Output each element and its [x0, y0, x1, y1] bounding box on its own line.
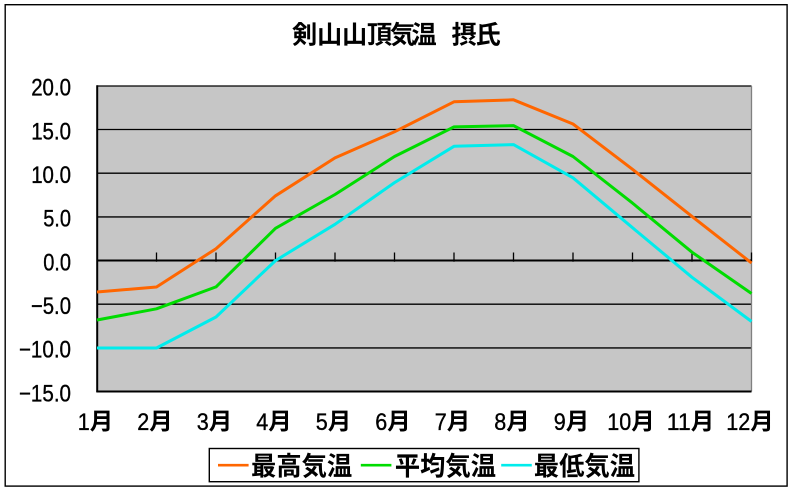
- svg-text:15.0: 15.0: [31, 118, 71, 145]
- svg-text:11: 11: [667, 409, 691, 436]
- svg-text:1: 1: [78, 409, 90, 436]
- svg-text:10: 10: [607, 409, 631, 436]
- svg-text:8: 8: [494, 409, 506, 436]
- svg-text:12: 12: [726, 409, 750, 436]
- svg-text:5: 5: [316, 409, 328, 436]
- svg-text:10.0: 10.0: [31, 162, 71, 189]
- svg-text:2: 2: [137, 409, 149, 436]
- svg-text:20.0: 20.0: [31, 75, 71, 102]
- svg-text:5.0: 5.0: [43, 206, 71, 233]
- svg-text:9: 9: [554, 409, 566, 436]
- svg-text:−10.0: −10.0: [19, 337, 71, 364]
- svg-text:0.0: 0.0: [43, 249, 71, 276]
- svg-text:6: 6: [375, 409, 387, 436]
- svg-text:3: 3: [197, 409, 209, 436]
- svg-text:4: 4: [256, 409, 268, 436]
- svg-text:−15.0: −15.0: [19, 380, 71, 407]
- svg-text:−5.0: −5.0: [31, 293, 71, 320]
- svg-text:7: 7: [435, 409, 447, 436]
